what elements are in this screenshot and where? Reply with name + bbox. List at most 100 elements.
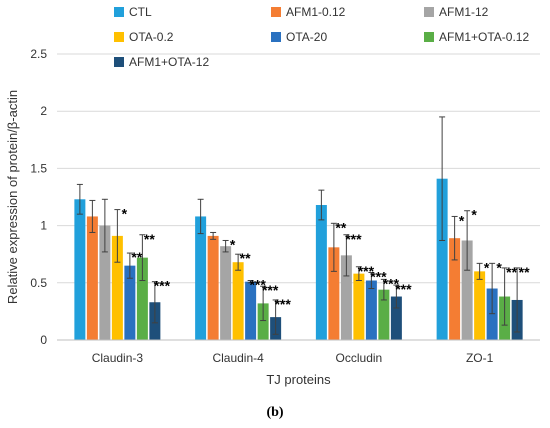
panel-label: (b) [266, 405, 283, 420]
legend-label: OTA-0.2 [129, 30, 174, 44]
error-bar [501, 267, 508, 326]
error-bar [139, 234, 146, 282]
bar [232, 262, 244, 340]
error-bar [235, 253, 242, 271]
significance-label: ** [335, 219, 346, 235]
x-axis-title: TJ proteins [266, 372, 331, 387]
significance-label: *** [154, 278, 171, 294]
significance-label: ** [240, 250, 251, 266]
y-tick-label: 0.5 [30, 276, 47, 290]
error-bar [151, 281, 158, 324]
significance-label: ** [506, 264, 517, 280]
bar [111, 235, 123, 340]
error-bar [355, 266, 362, 282]
significance-label: * [496, 259, 502, 275]
error-bar [272, 299, 279, 335]
error-bar [126, 252, 133, 279]
legend-swatch [114, 7, 124, 17]
significance-label: * [122, 206, 128, 222]
legend-label: OTA-20 [286, 30, 327, 44]
y-tick-label: 2.5 [30, 47, 47, 61]
error-bar [451, 215, 458, 261]
error-bar [380, 278, 387, 301]
significance-label: *** [345, 231, 362, 247]
bar [461, 240, 473, 340]
significance-label: * [230, 236, 236, 252]
error-bar [101, 198, 108, 253]
significance-label: * [459, 212, 465, 228]
error-bar [343, 234, 350, 277]
significance-labels: ************************************** **… [122, 206, 530, 312]
bar [486, 288, 498, 340]
error-bar [476, 262, 483, 280]
y-tick-label: 0 [40, 333, 47, 347]
legend-swatch [271, 32, 281, 42]
bar [74, 199, 86, 340]
bar [245, 281, 257, 340]
legend: CTL AFM1-0.12 AFM1-12 OTA-0.2 OTA-20 AFM1+OTA… [114, 5, 529, 69]
significance-label: *** [358, 263, 375, 279]
bar [365, 280, 377, 340]
bar [136, 257, 148, 340]
error-bar [222, 239, 229, 253]
error-bar [439, 116, 446, 241]
error-bar [247, 280, 254, 284]
significance-label: * [471, 207, 477, 223]
error-bar [393, 284, 400, 309]
error-bar [76, 183, 83, 215]
legend-label: CTL [129, 5, 152, 19]
x-tick-label: Claudin-3 [92, 351, 144, 365]
legend-swatch [424, 32, 434, 42]
error-bar [114, 209, 121, 263]
legend-swatch [114, 57, 124, 67]
x-tick-label: Claudin-4 [212, 351, 264, 365]
bar [195, 216, 207, 340]
bar [340, 255, 352, 340]
bar [474, 271, 486, 340]
error-bar [210, 231, 217, 240]
error-bar [89, 199, 96, 233]
significance-label: ** [519, 264, 530, 280]
bar [353, 273, 365, 340]
bar [86, 216, 98, 340]
error-bar [489, 262, 496, 315]
bar [315, 205, 327, 340]
significance-label: ** [144, 231, 155, 247]
bar [328, 247, 340, 340]
bar [257, 303, 269, 340]
significance-label: *** [249, 277, 266, 293]
y-tick-label: 2 [40, 104, 47, 118]
significance-label: *** [262, 282, 279, 298]
error-bar [260, 285, 267, 322]
x-tick-label: ZO-1 [466, 351, 494, 365]
bar [220, 246, 232, 340]
legend-label: AFM1+OTA-0.12 [439, 30, 529, 44]
legend-label: AFM1-0.12 [286, 5, 346, 19]
y-tick-label: 1.5 [30, 161, 47, 175]
bar [390, 296, 402, 340]
legend-swatch [424, 7, 434, 17]
error-bar [514, 267, 521, 333]
significance-label: *** [370, 269, 387, 285]
y-tick-labels: 0 0.5 1 1.5 2 2.5 [30, 47, 47, 347]
significance-label: * [484, 259, 490, 275]
error-bar [464, 210, 471, 271]
legend-label: AFM1-12 [439, 5, 489, 19]
significance-label: *** [395, 281, 412, 297]
legend-label: AFM1+OTA-12 [129, 55, 209, 69]
bar [436, 178, 448, 340]
x-tick-label: Occludin [336, 351, 383, 365]
bar [207, 235, 219, 340]
error-bar [318, 189, 325, 221]
bar [449, 238, 461, 340]
y-tick-label: 1 [40, 219, 47, 233]
significance-label: *** [383, 275, 400, 291]
significance-label: *** [274, 296, 291, 312]
bar [99, 225, 111, 340]
error-bar [330, 222, 337, 272]
error-bars [76, 116, 521, 335]
error-bar [368, 272, 375, 290]
legend-swatch [271, 7, 281, 17]
legend-swatch [114, 32, 124, 42]
